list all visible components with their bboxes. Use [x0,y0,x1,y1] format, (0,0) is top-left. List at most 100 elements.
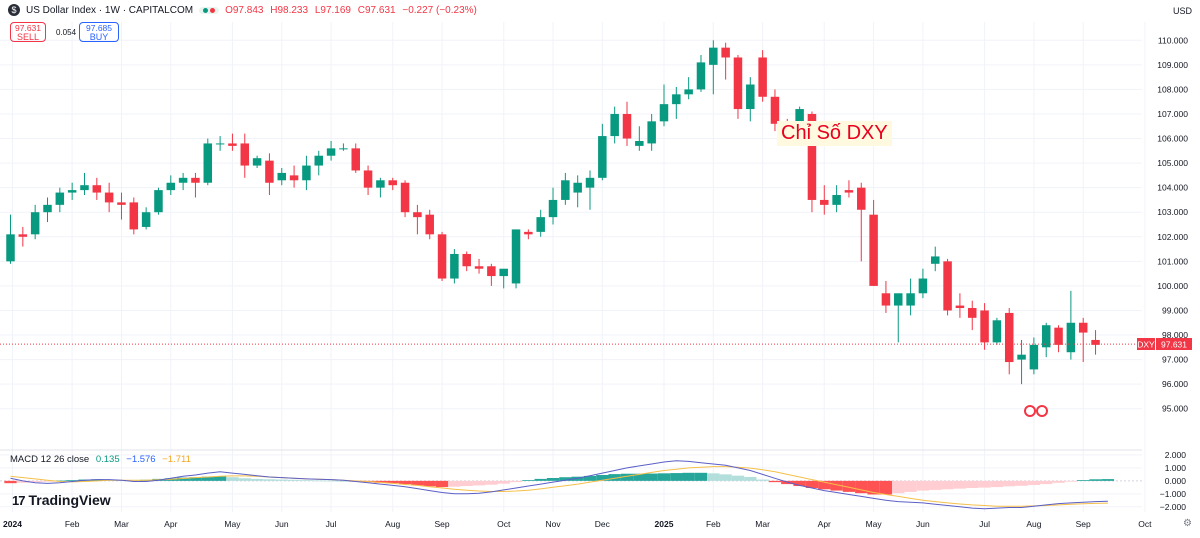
macd-hist-bar [707,473,720,481]
macd-hist-bar [398,480,412,485]
macd-hist-bar [41,480,54,482]
candle-body [684,89,693,95]
candle [43,197,52,223]
time-axis[interactable]: 2024 Feb Mar Apr May Jun Jul Aug Sep Oct Nov Dec 202… [3,519,1152,529]
candle-body [795,109,804,129]
candle-body [80,185,89,191]
price-axis[interactable]: 110.000 109.000 108.000 107.000 106.000 105.0… [1157,35,1188,413]
macd-hist-bar [978,480,991,488]
time-tick-label: May [866,519,883,529]
macd-hist-bar [189,477,202,481]
candle [104,182,114,213]
buy-button[interactable]: 97.685 BUY [79,22,119,42]
macd-hist-bar [213,476,227,481]
candle-body [758,57,767,97]
macd-hist-bar [1015,480,1028,486]
candle-body [289,175,299,181]
sell-button[interactable]: 97.631 SELL [10,22,46,42]
currency-selector[interactable]: USD [1172,6,1192,16]
macd-legend[interactable]: MACD 12 26 close 0.135 −1.576 −1.711 [10,454,191,465]
market-status-icon[interactable] [199,6,220,14]
candle-body [104,192,114,203]
macd-hist-bar [411,480,424,486]
tradingview-logo[interactable]: 17 TradingView [12,492,111,508]
candle [166,175,176,196]
candle [450,249,459,284]
candle-body [191,177,200,183]
candle [622,101,632,146]
time-tick-label: Oct [1138,519,1152,529]
macd-tick-label: −1.000 [1160,489,1187,499]
buy-label: BUY [89,32,109,42]
candle [289,165,299,188]
candle-body [635,140,644,146]
candle-body [746,84,755,110]
candle [709,40,718,95]
candle [117,192,126,220]
candle [1029,337,1039,375]
symbol-header[interactable]: $ US Dollar Index · 1W · CAPITALCOM O97.… [8,4,481,16]
candle [314,150,323,176]
macd-tick-label: 1.000 [1165,463,1187,473]
macd-hist-bar [892,480,905,494]
macd-hist-bar [28,480,42,483]
macd-hist-bar [559,477,572,481]
time-tick-label: Feb [65,519,80,529]
time-tick-label: Feb [706,519,721,529]
macd-hist-bar [670,473,683,481]
macd-tick-label: 0.000 [1165,476,1187,486]
candle-body [425,214,434,235]
event-icons[interactable] [1024,405,1048,417]
candle [524,229,533,240]
candle-body [376,180,385,188]
price-tick-label: 109.000 [1157,60,1188,70]
macd-hist-bar [633,473,646,481]
candle-body [906,293,915,306]
time-tick-label: Mar [755,519,770,529]
candle [1004,308,1014,375]
candle [55,187,65,213]
settings-gear-icon[interactable]: ⚙ [1183,518,1192,529]
chart-annotation[interactable]: Chỉ Số DXY [777,121,892,146]
candle-body [302,165,311,181]
macd-hist-bar [522,480,535,482]
candle [129,197,139,235]
symbol-title[interactable]: US Dollar Index · 1W · CAPITALCOM [26,4,194,16]
high-value: H98.233 [270,4,309,16]
macd-hist-bar [337,480,350,482]
candle-body [252,158,262,166]
last-price-badge: 97.631 [1161,340,1187,350]
candle-body [141,212,151,227]
macd-hist-bar [238,478,251,481]
macd-axis[interactable]: 2.000 1.000 0.000 −1.000 −2.000 [1160,450,1187,512]
candle-body [339,148,348,150]
open-value: O97.843 [225,4,264,16]
candle [388,177,397,191]
candle [659,84,669,127]
macd-hist-bar [657,473,671,481]
candle-body [598,136,607,178]
candle [6,214,15,264]
macd-hist-bar [1040,480,1053,485]
candle-body [400,182,410,213]
candle-body [1029,344,1039,370]
candle-body [265,160,274,183]
candle-body [326,148,336,156]
candle-body [610,113,619,137]
sell-label: SELL [16,32,40,42]
price-tick-label: 98.000 [1162,330,1188,340]
candle [339,143,348,151]
candle-body [1004,312,1014,363]
candle [203,138,213,186]
candle [363,165,373,196]
macd-hist-bar [805,480,819,488]
candle [918,268,928,299]
candle-body [413,212,422,218]
macd-hist-bar [768,480,782,483]
candle [931,246,940,272]
candle-body [524,231,533,235]
macd-hist-bar [1077,480,1090,482]
macd-hist-bar [1052,480,1065,483]
candle [1078,317,1088,363]
